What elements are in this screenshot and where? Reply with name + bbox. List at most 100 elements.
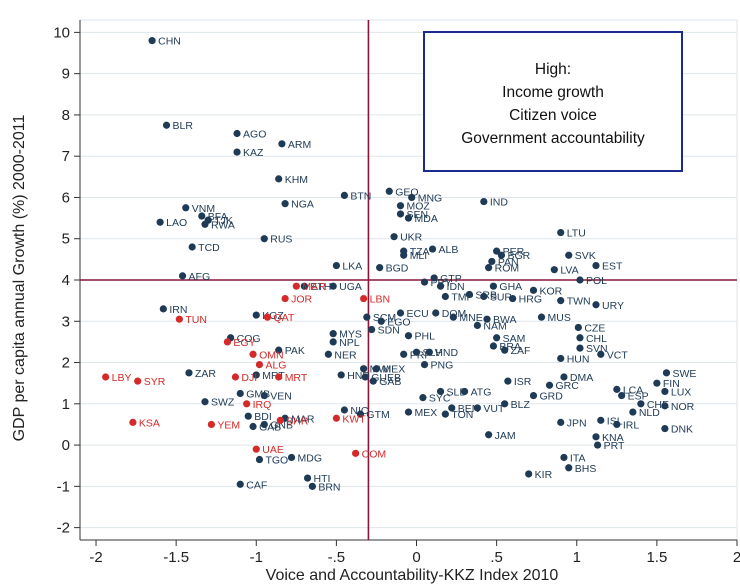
data-point-label: PER: [503, 246, 525, 258]
data-point: [377, 317, 385, 325]
data-point-label: LUX: [671, 386, 691, 398]
data-point: [597, 416, 605, 424]
data-point-label: PRT: [604, 440, 625, 452]
data-point-label: ESP: [628, 391, 649, 403]
data-point: [560, 453, 568, 462]
x-tick-label: 1.5: [646, 549, 667, 566]
annotation-box-line: High:: [535, 61, 571, 78]
data-point: [263, 313, 272, 321]
data-point-label: GNB: [270, 419, 293, 431]
data-point: [233, 148, 241, 156]
data-point-label: QAT: [273, 312, 294, 324]
annotation-box-frame: [423, 31, 683, 172]
data-point-label: CAF: [246, 479, 267, 491]
data-point-label: MLI: [410, 250, 428, 262]
data-point-label: DNK: [671, 424, 693, 436]
data-point: [396, 202, 405, 210]
data-point-label: KHM: [285, 174, 308, 186]
data-point-label: ALG: [265, 360, 286, 372]
data-point: [661, 402, 669, 410]
data-point-label: MYS: [339, 329, 362, 341]
data-point-label: HRG: [519, 294, 542, 306]
y-tick-label: -1: [57, 478, 70, 495]
data-point-label: MEX: [382, 364, 405, 376]
data-point: [613, 385, 621, 393]
y-tick-label: 9: [62, 66, 70, 83]
data-point-label: PHL: [415, 331, 436, 343]
data-point: [592, 261, 600, 270]
data-point: [332, 261, 340, 270]
data-point-label: ARM: [288, 139, 311, 151]
data-point-label: POL: [586, 275, 607, 287]
data-point-label: NGA: [291, 199, 314, 211]
data-point: [408, 193, 416, 202]
data-point-label: TON: [451, 409, 473, 421]
data-point: [340, 191, 349, 199]
data-point-label: UGA: [339, 281, 362, 293]
data-point: [223, 338, 232, 346]
y-tick-label: 1: [62, 396, 70, 413]
y-tick-label: 7: [62, 148, 70, 165]
data-point: [376, 264, 384, 272]
data-point-label: UKR: [400, 232, 423, 244]
data-point: [356, 410, 365, 418]
data-point-label: SWE: [672, 368, 696, 380]
data-point: [483, 315, 491, 323]
data-point-label: VUT: [483, 403, 505, 415]
data-point: [489, 342, 498, 350]
data-point: [148, 37, 156, 45]
data-point: [529, 286, 538, 294]
data-point: [188, 243, 196, 251]
data-point: [485, 264, 493, 272]
data-point: [404, 332, 413, 340]
data-point: [425, 348, 433, 356]
x-tick-label: .5: [490, 549, 503, 566]
data-point: [404, 408, 413, 416]
data-point-label: ATG: [471, 386, 492, 398]
data-point-label: AFG: [189, 271, 211, 283]
data-point: [557, 297, 565, 305]
data-point: [340, 406, 349, 414]
data-point: [404, 214, 413, 222]
data-point: [593, 441, 602, 449]
data-point-label: VNM: [192, 203, 215, 215]
data-point-label: VCT: [607, 349, 629, 361]
data-point: [281, 294, 289, 303]
data-point: [480, 197, 488, 206]
x-tick-label: 2: [733, 549, 740, 566]
data-point-label: KAZ: [243, 147, 264, 159]
data-point: [661, 387, 669, 396]
data-point-label: LBY: [112, 372, 132, 384]
annotation-box-line: Government accountability: [461, 130, 645, 147]
data-point: [275, 346, 283, 354]
annotation-box-line: Citizen voice: [509, 107, 597, 124]
data-point-label: KOR: [539, 285, 562, 297]
data-point-label: YEM: [217, 419, 240, 431]
data-point: [537, 313, 546, 321]
data-point-label: GTP: [440, 273, 462, 285]
data-point: [441, 292, 449, 301]
data-point: [332, 414, 340, 422]
data-point: [396, 309, 405, 317]
y-tick-label: 5: [62, 231, 70, 248]
data-point: [460, 387, 469, 396]
data-point-label: GAB: [259, 422, 281, 434]
data-point: [249, 350, 257, 358]
data-point-label: BLR: [173, 120, 194, 132]
data-point-label: SLB: [447, 386, 467, 398]
data-point: [372, 365, 381, 373]
data-point: [300, 282, 308, 290]
data-point-label: OMN: [259, 349, 284, 361]
data-point-label: IRQ: [253, 399, 272, 411]
data-point-label: TWN: [567, 296, 591, 308]
y-tick-label: 4: [62, 272, 70, 289]
data-point: [201, 398, 209, 406]
data-point-label: NAM: [483, 320, 506, 332]
data-point-label: JPN: [567, 417, 587, 429]
data-point-label: EGO: [387, 316, 410, 328]
data-point: [368, 325, 376, 334]
data-point-label: SVK: [575, 250, 596, 262]
data-point: [308, 482, 316, 490]
data-point-label: ZAF: [511, 345, 531, 357]
data-point: [576, 344, 584, 352]
